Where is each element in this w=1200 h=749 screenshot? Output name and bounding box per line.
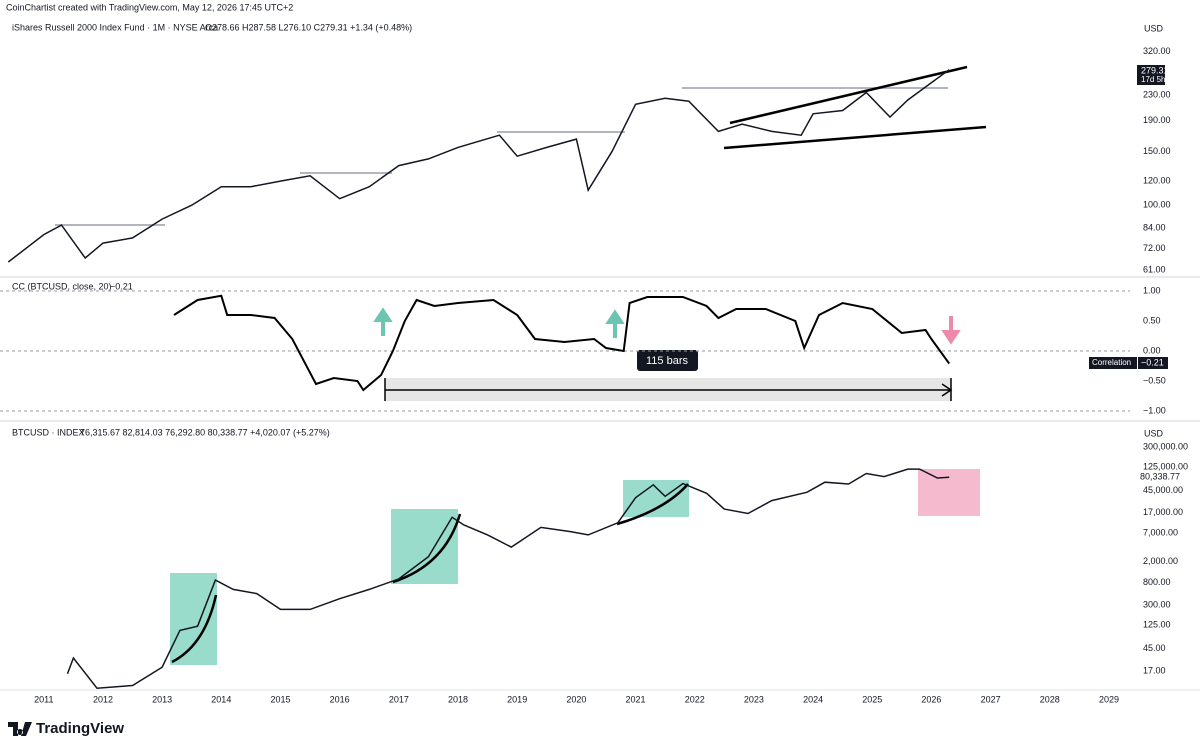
highlight-box (391, 509, 458, 584)
series-line (66, 468, 950, 689)
y-tick-label: 45.00 (1143, 643, 1166, 653)
tag-name: Correlation (1092, 358, 1131, 367)
series-line (7, 69, 950, 263)
y-tick-label: 125,000.00 (1143, 462, 1188, 472)
y-tick-label: 125.00 (1143, 620, 1171, 630)
x-tick-label: 2016 (330, 694, 350, 704)
y-tick-label: 2,000.00 (1143, 556, 1178, 566)
y-tick-label: 120.00 (1143, 176, 1171, 186)
y-tick-label: 45,000.00 (1143, 485, 1183, 495)
price-tag-box (1137, 65, 1165, 85)
x-tick-label: 2020 (566, 694, 586, 704)
x-tick-label: 2026 (921, 694, 941, 704)
x-tick-label: 2027 (981, 694, 1001, 704)
tag-value: −0.21 (1141, 357, 1164, 367)
symbol-title: BTCUSD · INDEX (12, 427, 85, 437)
x-tick-label: 2014 (211, 694, 231, 704)
x-tick-label: 2019 (507, 694, 527, 704)
y-tick-label: 300.00 (1143, 600, 1171, 610)
y-tick-label: 7,000.00 (1143, 528, 1178, 538)
y-tick-label: 150.00 (1143, 146, 1171, 156)
price-tag: 279.31 (1141, 65, 1169, 75)
y-tick-label: 300,000.00 (1143, 442, 1188, 452)
resistance-lines (55, 87, 948, 226)
y-tick-label: 72.00 (1143, 243, 1166, 253)
symbol-title: iShares Russell 2000 Index Fund · 1M · N… (12, 22, 218, 32)
trend-channel (723, 65, 987, 150)
y-tick-label: −1.00 (1143, 405, 1166, 415)
measure-label-box (637, 350, 698, 371)
x-tick-label: 2013 (152, 694, 172, 704)
y-tick-label: 61.00 (1143, 265, 1166, 275)
ohlc: O278.66 H287.58 L276.10 C279.31 +1.34 (+… (205, 22, 412, 32)
highlight-box (623, 480, 689, 517)
x-tick-label: 2028 (1040, 694, 1060, 704)
logo-icon (8, 722, 32, 736)
measure-label: 115 bars (646, 355, 688, 367)
x-tick-label: 2029 (1099, 694, 1119, 704)
highlight-box (918, 469, 980, 516)
price-tag: 80,338.77 (1140, 471, 1180, 481)
x-tick-label: 2012 (93, 694, 113, 704)
attribution: CoinChartist created with TradingView.co… (6, 2, 293, 12)
y-tick-label: 84.00 (1143, 223, 1166, 233)
logo: TradingView (36, 720, 124, 737)
countdown: 17d 5h (1141, 75, 1165, 84)
x-tick-label: 2025 (862, 694, 882, 704)
y-tick-label: 230.00 (1143, 90, 1171, 100)
axis-unit: USD (1144, 23, 1164, 33)
y-tick-label: 0.50 (1143, 315, 1161, 325)
parabolic-curves (171, 483, 689, 664)
x-tick-label: 2017 (389, 694, 409, 704)
x-tick-label: 2015 (270, 694, 290, 704)
y-tick-label: 100.00 (1143, 200, 1171, 210)
indicator-value: −0.21 (110, 281, 133, 291)
y-tick-label: 190.00 (1143, 115, 1171, 125)
axis-unit: USD (1144, 428, 1164, 438)
y-tick-label: 17,000.00 (1143, 507, 1183, 517)
arrows (373, 307, 961, 345)
y-tick-label: −0.50 (1143, 375, 1166, 385)
indicator-title: CC (BTCUSD, close, 20) (12, 281, 112, 291)
series-line (173, 294, 951, 392)
x-tick-label: 2024 (803, 694, 823, 704)
x-tick-label: 2018 (448, 694, 468, 704)
x-tick-label: 2023 (744, 694, 764, 704)
x-tick-label: 2021 (626, 694, 646, 704)
y-tick-label: 800.00 (1143, 577, 1171, 587)
tag-box (1138, 357, 1168, 369)
measure-arrow (384, 378, 953, 401)
y-tick-label: 1.00 (1143, 285, 1161, 295)
x-tick-label: 2022 (685, 694, 705, 704)
y-tick-label: 320.00 (1143, 46, 1171, 56)
y-tick-label: 0.00 (1143, 345, 1161, 355)
x-tick-label: 2011 (34, 694, 53, 704)
ohlc: 76,315.67 82,814.03 76,292.80 80,338.77 … (80, 427, 330, 437)
y-tick-label: 17.00 (1143, 665, 1166, 675)
tag-box (1089, 357, 1137, 369)
